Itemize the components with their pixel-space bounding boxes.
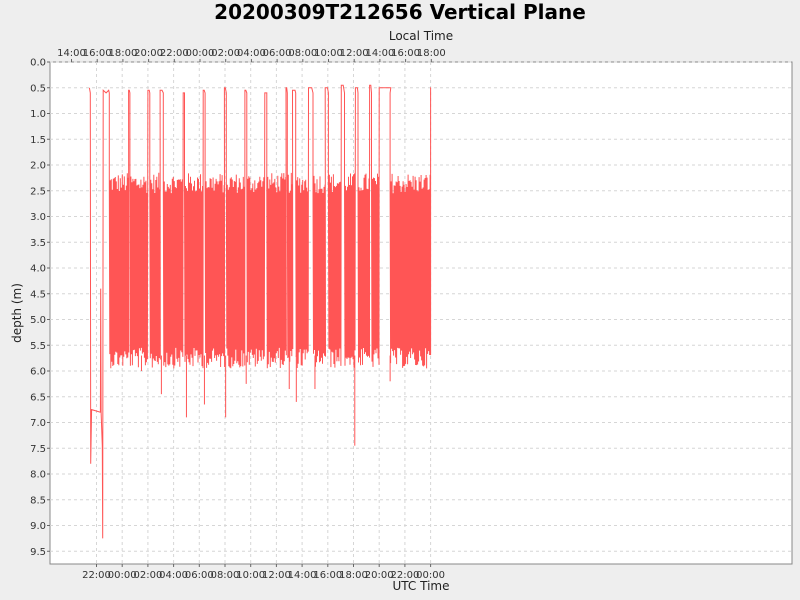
x-tick-label: 06:00 xyxy=(185,570,214,581)
y-axis-title: depth (m) xyxy=(10,283,24,343)
top-tick-label: 18:00 xyxy=(417,48,446,59)
y-tick-label: 8.0 xyxy=(30,470,46,481)
top-tick-label: 20:00 xyxy=(134,48,163,59)
y-tick-label: 9.5 xyxy=(30,547,46,558)
x-tick-label: 00:00 xyxy=(108,570,137,581)
top-tick-label: 16:00 xyxy=(83,48,112,59)
x-tick-label: 16:00 xyxy=(313,570,342,581)
x-tick-label: 02:00 xyxy=(133,570,162,581)
y-tick-label: 0.5 xyxy=(30,83,46,94)
y-tick-label: 0.0 xyxy=(30,58,46,69)
top-tick-label: 18:00 xyxy=(108,48,137,59)
y-tick-label: 6.5 xyxy=(30,392,46,403)
y-tick-label: 4.5 xyxy=(30,289,46,300)
y-tick-label: 9.0 xyxy=(30,521,46,532)
y-tick-label: 7.0 xyxy=(30,418,46,429)
top-tick-label: 16:00 xyxy=(391,48,420,59)
y-tick-label: 7.5 xyxy=(30,444,46,455)
bottom-axis-title: UTC Time xyxy=(393,579,450,593)
x-tick-label: 00:00 xyxy=(416,570,445,581)
y-tick-label: 3.0 xyxy=(30,212,46,223)
y-tick-label: 3.5 xyxy=(30,238,46,249)
top-tick-label: 14:00 xyxy=(57,48,86,59)
top-tick-label: 10:00 xyxy=(314,48,343,59)
axes: 0.0 0.5 1.0 1.5 2.0 2.5 3.0 3.5 4.0 4.5 5.0 5.5 6.0 6… xyxy=(30,48,446,581)
top-tick-label: 08:00 xyxy=(288,48,317,59)
top-tick-label: 04:00 xyxy=(237,48,266,59)
x-tick-label: 22:00 xyxy=(390,570,419,581)
chart-title: 20200309T212656 Vertical Plane xyxy=(214,0,586,24)
y-tick-label: 1.0 xyxy=(30,109,46,120)
x-tick-label: 14:00 xyxy=(288,570,317,581)
y-tick-label: 2.5 xyxy=(30,186,46,197)
x-tick-label: 10:00 xyxy=(236,570,265,581)
y-tick-label: 4.0 xyxy=(30,264,46,275)
depth-series-line xyxy=(88,84,432,539)
x-tick-label: 20:00 xyxy=(365,570,394,581)
x-tick-label: 08:00 xyxy=(211,570,240,581)
y-tick-label: 6.0 xyxy=(30,367,46,378)
top-tick-label: 02:00 xyxy=(211,48,240,59)
x-tick-label: 22:00 xyxy=(82,570,111,581)
top-tick-label: 00:00 xyxy=(186,48,215,59)
x-tick-label: 12:00 xyxy=(262,570,291,581)
x-tick-label: 04:00 xyxy=(159,570,188,581)
y-tick-label: 8.5 xyxy=(30,495,46,506)
y-tick-label: 2.0 xyxy=(30,161,46,172)
grid xyxy=(50,61,792,564)
y-tick-label: 5.0 xyxy=(30,315,46,326)
top-tick-label: 12:00 xyxy=(340,48,369,59)
top-tick-label: 06:00 xyxy=(263,48,292,59)
x-tick-label: 18:00 xyxy=(339,570,368,581)
top-tick-label: 22:00 xyxy=(160,48,189,59)
y-tick-label: 5.5 xyxy=(30,341,46,352)
data-layer xyxy=(88,84,432,539)
top-axis-title: Local Time xyxy=(389,29,453,43)
top-tick-label: 14:00 xyxy=(365,48,394,59)
y-tick-label: 1.5 xyxy=(30,135,46,146)
